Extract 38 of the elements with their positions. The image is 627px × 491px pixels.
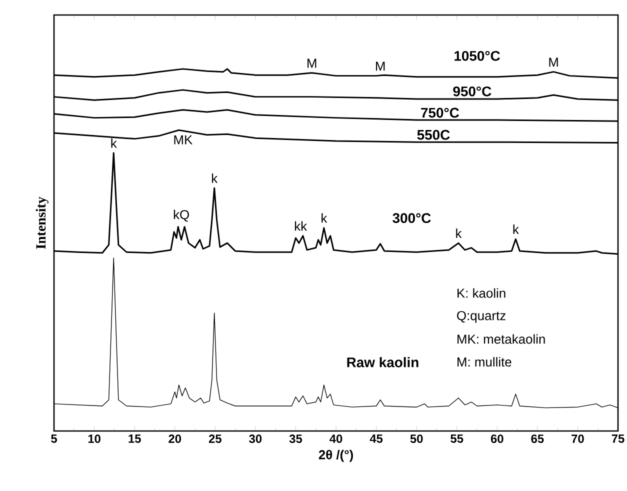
annotation: MK: metakaolin [458, 334, 545, 344]
x-tick-label: 10 [88, 434, 100, 443]
annotation: M [376, 62, 385, 71]
x-tick-label: 50 [410, 434, 423, 443]
annotation: k [212, 173, 218, 183]
annotation: k [513, 224, 519, 234]
x-tick-label: 30 [249, 434, 262, 443]
annotation: k [456, 228, 462, 238]
annotation: M: mullite [458, 357, 512, 367]
x-tick-label: 40 [330, 434, 342, 443]
annotation: K: kaolin [458, 288, 506, 298]
x-tick-label: 5 [51, 434, 57, 443]
series-label: 300°C [392, 213, 431, 224]
x-tick-label: 65 [531, 434, 544, 443]
series-label: 1050°C [454, 50, 500, 61]
x-tick-label: 70 [572, 434, 584, 443]
y-axis-title: Intensity [36, 196, 48, 249]
text: Raw kaolin [347, 357, 418, 368]
x-tick-label: 45 [370, 434, 383, 443]
annotation: Q:quartz [457, 311, 506, 323]
annotation: k [111, 138, 117, 148]
x-tick-label: 60 [490, 434, 504, 443]
series-label: 550C [417, 130, 450, 140]
annotation: M [549, 58, 558, 67]
x-tick-label: 35 [289, 434, 302, 443]
x-tick-label: 20 [168, 434, 182, 443]
x-axis-title: 2θ /(°) [318, 450, 353, 462]
annotation: k [322, 213, 328, 223]
x-tick-label: 15 [128, 434, 141, 443]
x-tick-label: 25 [208, 434, 222, 443]
annotation: M [308, 58, 316, 68]
x-tick-label: 55 [450, 434, 464, 443]
annotation: MK [174, 135, 192, 144]
x-tick-label: 75 [612, 434, 624, 443]
series-label: 750°C [421, 108, 460, 118]
series-label: 950°C [453, 86, 492, 96]
annotation: kk [294, 221, 308, 231]
annotation: kQ [174, 210, 189, 222]
